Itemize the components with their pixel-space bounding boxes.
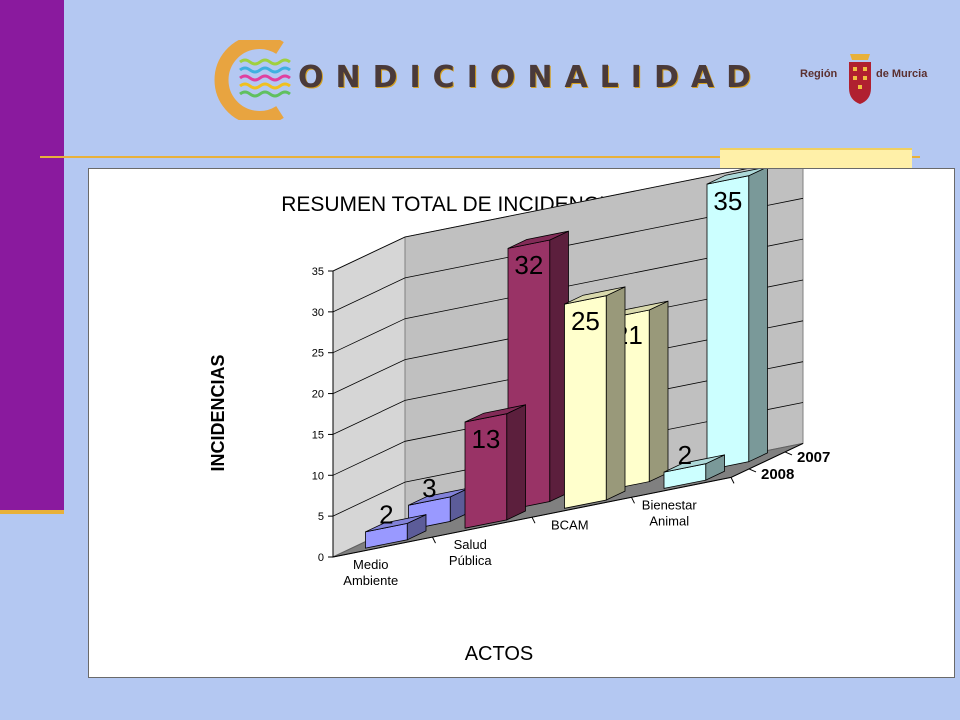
y-tick-label: 15: [312, 429, 324, 441]
header-divider: [40, 156, 920, 158]
chart-svg: RESUMEN TOTAL DE INCIDENCIAS POR ACTOS 0…: [208, 156, 830, 665]
y-tick-label: 20: [312, 389, 324, 401]
logo-c-mark-icon: [214, 35, 291, 125]
bar-side: [605, 286, 626, 501]
series-axis-label: 2008: [761, 466, 794, 483]
data-label: 2: [379, 500, 393, 530]
data-label: 13: [471, 424, 500, 454]
gridline: [332, 361, 804, 476]
x-tick-label: Bienestar: [642, 497, 698, 512]
data-label: 35: [713, 186, 742, 216]
x-tick-label: Salud: [454, 537, 487, 552]
data-label: 3: [422, 473, 436, 503]
region-label-right: de Murcia: [876, 68, 928, 80]
region-label-left: Región: [800, 68, 838, 80]
murcia-coat-of-arms-icon: [849, 54, 871, 104]
bar-top: [564, 286, 626, 305]
chart-container: RESUMEN TOTAL DE INCIDENCIAS POR ACTOS 0…: [88, 156, 955, 678]
bar-top: [365, 514, 427, 533]
bar-top: [663, 454, 725, 473]
y-tick-label: 35: [312, 266, 324, 278]
gridline: [332, 157, 804, 272]
gridline: [332, 320, 804, 435]
data-label: 32: [514, 250, 543, 280]
x-tick-label: Ambiente: [343, 573, 398, 588]
header-accent-block: [720, 148, 912, 170]
x-tick: [531, 516, 536, 524]
y-tick-label: 25: [312, 348, 324, 360]
gridline: [332, 238, 804, 354]
depth-tick: [784, 451, 793, 456]
data-label: 2: [678, 440, 692, 470]
x-axis-label: ACTOS: [465, 643, 534, 665]
bar-top: [507, 230, 569, 249]
y-tick-label: 30: [312, 307, 324, 319]
x-tick-label: Medio: [353, 557, 388, 572]
bar-side: [506, 404, 526, 521]
y-axis-label: INCIDENCIAS: [208, 354, 228, 471]
y-tick-label: 10: [312, 470, 324, 482]
condicionalidad-logo: ONDICIONALIDAD: [210, 35, 770, 125]
y-tick-label: 0: [318, 552, 324, 564]
x-tick: [631, 497, 635, 504]
data-label: 25: [571, 306, 600, 336]
logo-text: ONDICIONALIDAD: [298, 60, 763, 95]
depth-axis-line: [730, 442, 804, 478]
bar-front: [706, 175, 750, 471]
purple-side-bar: [0, 0, 64, 512]
x-tick-label: Animal: [649, 513, 689, 528]
gridline: [332, 279, 804, 394]
x-tick: [730, 477, 735, 484]
y-tick-label: 5: [318, 511, 324, 523]
depth-tick: [748, 468, 757, 473]
gridline: [332, 197, 804, 313]
gridline: [332, 402, 804, 517]
bar-top: [464, 404, 526, 423]
series-axis-label: 2007: [797, 449, 830, 466]
side-bar-accent: [0, 510, 64, 514]
bar-side: [748, 166, 768, 463]
region-de-murcia-logo: Región de Murcia: [800, 46, 940, 116]
bar-side: [648, 300, 669, 483]
side-wall: [332, 236, 406, 558]
x-tick-label: BCAM: [551, 517, 589, 532]
x-tick: [432, 536, 436, 544]
x-tick-label: Pública: [449, 553, 492, 568]
